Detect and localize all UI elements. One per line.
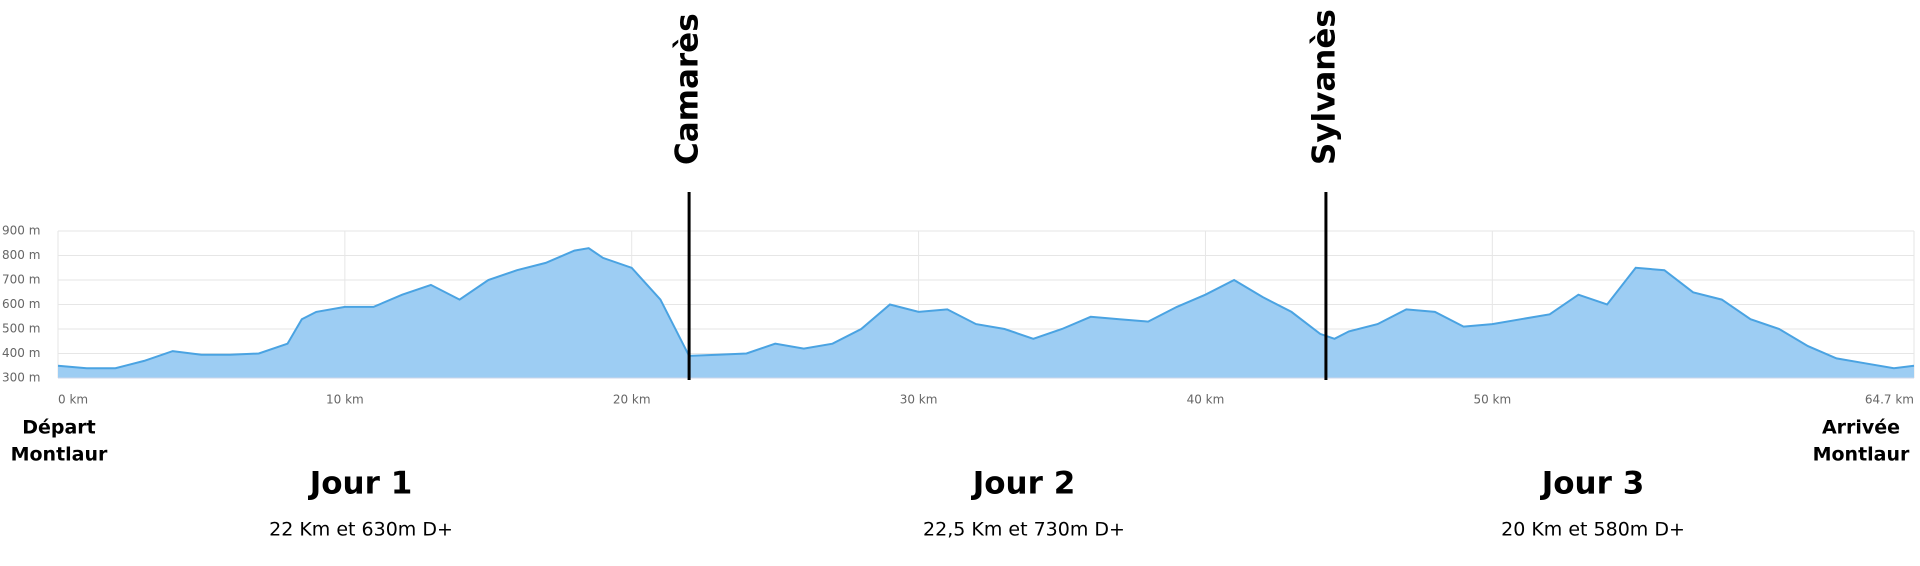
endpoint-label: Montlaur <box>1813 444 1910 466</box>
endpoint-label: Départ <box>22 417 96 439</box>
y-tick-label: 500 m <box>2 322 40 336</box>
x-tick-label: 40 km <box>1187 393 1225 407</box>
elevation-line <box>57 247 1915 370</box>
day-subtitle: 22 Km et 630m D+ <box>269 519 453 541</box>
elevation-area <box>58 248 1914 378</box>
y-tick-label: 600 m <box>2 297 40 311</box>
x-tick-label: 64.7 km <box>1865 393 1914 407</box>
y-tick-label: 700 m <box>2 273 40 287</box>
x-tick-label: 0 km <box>58 393 88 407</box>
y-tick-label: 800 m <box>2 248 40 262</box>
x-tick-label: 30 km <box>900 393 938 407</box>
stage-label: Sylvanès <box>1306 9 1342 165</box>
endpoint-label: Arrivée <box>1822 417 1900 439</box>
y-tick-label: 400 m <box>2 346 40 360</box>
x-tick-label: 20 km <box>613 393 651 407</box>
endpoint-label: Montlaur <box>11 444 108 466</box>
day-title: Jour 2 <box>971 466 1076 502</box>
x-tick-label: 50 km <box>1473 393 1511 407</box>
y-tick-label: 900 m <box>2 224 40 238</box>
day-title: Jour 3 <box>1540 466 1645 502</box>
x-tick-label: 10 km <box>326 393 364 407</box>
day-subtitle: 20 Km et 580m D+ <box>1501 519 1685 541</box>
y-tick-label: 300 m <box>2 371 40 385</box>
day-subtitle: 22,5 Km et 730m D+ <box>923 519 1125 541</box>
day-title: Jour 1 <box>308 466 413 502</box>
stage-label: Camarès <box>670 13 706 165</box>
